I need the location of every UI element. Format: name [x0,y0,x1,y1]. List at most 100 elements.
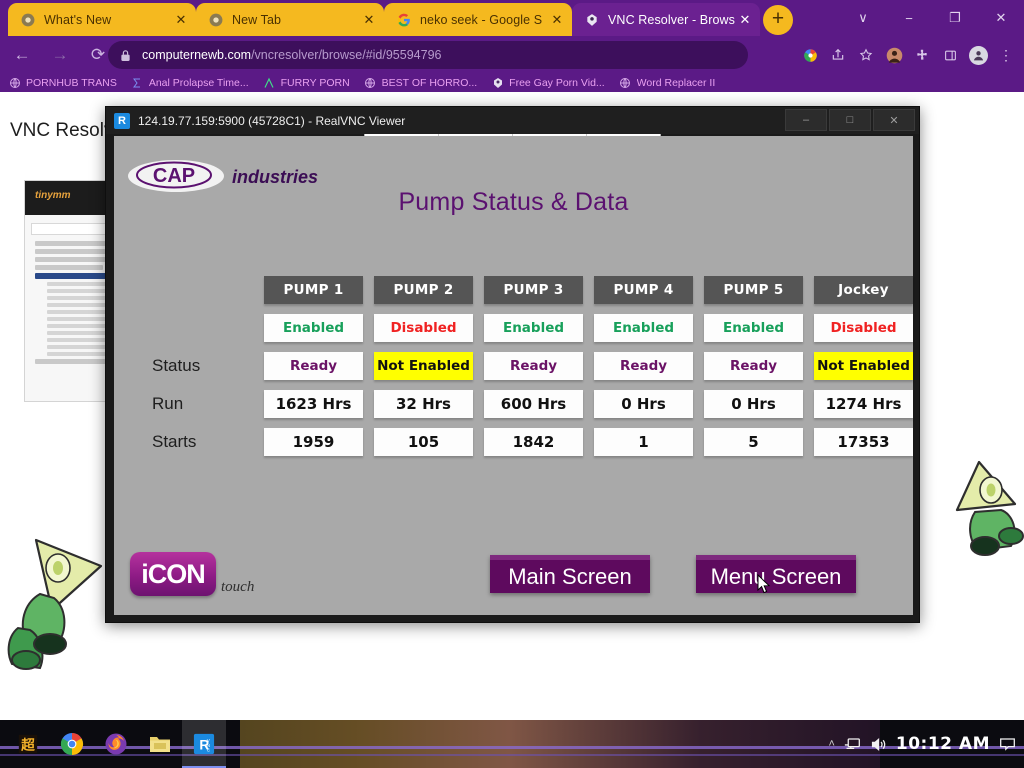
network-icon[interactable] [844,737,861,752]
svg-text:R: R [199,738,209,753]
maximize-icon[interactable]: ❐ [949,10,961,25]
notification-icon[interactable] [999,737,1016,752]
vnc-title-bar[interactable]: R 124.19.77.159:5900 (45728C1) - RealVNC… [106,107,919,134]
enable-cell: Enabled [594,314,693,342]
firefox-icon[interactable] [94,720,138,768]
realvnc-icon: R [114,112,130,129]
chrome-icon[interactable] [50,720,94,768]
google-lens-icon[interactable] [796,40,824,70]
row-label-starts: Starts [152,432,197,451]
bookmark-item[interactable]: FURRY PORN [263,77,350,90]
run-hours-cell: 1623 Hrs [264,390,363,418]
taskbar-clock[interactable]: 10:12 AM [895,734,990,754]
bookmark-item[interactable]: Anal Prolapse Time... [131,77,249,90]
tab-title: New Tab [232,12,282,27]
bookmark-star-icon[interactable] [852,40,880,70]
extensions-icon[interactable] [908,40,936,70]
bookmark-item[interactable]: BEST OF HORRO... [364,77,477,90]
close-icon[interactable]: ✕ [995,10,1007,25]
close-icon[interactable]: ✕ [363,11,375,27]
starts-cell: 1842 [484,428,583,456]
lock-icon [120,49,134,62]
browser-tab-2[interactable]: neko seek - Google S ✕ [384,3,572,36]
pump-column-header[interactable]: PUMP 3 [484,276,583,304]
menu-kebab-icon[interactable]: ⋮ [999,46,1013,63]
address-bar[interactable]: computernewb.com/vncresolver/browse/#id/… [108,41,748,69]
thumbnail-line [35,241,159,246]
tab-search-icon[interactable]: ∨ [858,10,868,25]
sigma-icon [131,77,144,90]
thumbnail-line [35,249,130,254]
bookmark-item[interactable]: Word Replacer II [619,77,716,90]
globe-icon [619,77,632,90]
svg-text:CAP: CAP [153,165,195,187]
bookmark-item[interactable]: PORNHUB TRANS [8,77,117,90]
run-hours-cell: 0 Hrs [594,390,693,418]
browser-tab-3-active[interactable]: VNC Resolver - Brows ✕ [572,3,760,36]
tray-overflow-icon[interactable]: ˄ [828,738,835,750]
file-explorer-icon[interactable] [138,720,182,768]
close-icon[interactable]: ✕ [739,11,751,27]
enable-cell: Disabled [374,314,473,342]
pump-column-header[interactable]: PUMP 1 [264,276,363,304]
cap-industries-logo: CAP industries [126,156,332,196]
thumbnail-line-highlight [35,273,114,279]
decorative-character-left [6,532,111,682]
thumbnail-line [35,359,130,364]
tab-strip: What's New ✕ New Tab ✕ [0,0,1024,36]
close-icon[interactable]: ✕ [551,11,563,27]
hmi-remote-screen[interactable]: CAP industries Pump Status & Data PUMP 1… [114,136,913,615]
svg-text:N: N [207,743,210,748]
vnc-icon [584,12,600,28]
kanji-app-icon[interactable]: 超 [6,720,50,768]
close-icon[interactable]: ✕ [175,11,187,27]
row-label-run: Run [152,394,184,413]
toolbar-right-icons: ⋮ [796,40,1020,70]
pump-column-header[interactable]: PUMP 2 [374,276,473,304]
browser-toolbar: ← → ⟳ computernewb.com/vncresolver/brows… [0,36,1024,74]
icon-logo-text: iCON [141,558,205,589]
maximize-icon[interactable]: □ [829,109,871,131]
account-icon[interactable] [964,40,992,70]
share-icon[interactable] [824,40,852,70]
browser-chrome: What's New ✕ New Tab ✕ [0,0,1024,92]
vnc-icon [491,77,504,90]
new-tab-button[interactable]: + [763,5,793,35]
browser-tab-1[interactable]: New Tab ✕ [196,3,384,36]
menu-screen-button[interactable]: Menu Screen [696,555,856,593]
close-icon[interactable]: ✕ [873,109,915,131]
sidepanel-icon[interactable] [936,40,964,70]
run-hours-cell: 1274 Hrs [814,390,913,418]
starts-cell: 1959 [264,428,363,456]
forward-icon[interactable]: → [51,45,69,64]
back-icon[interactable]: ← [13,45,31,64]
pump-status-row: Status Ready Not Enabled Ready Ready Rea… [114,352,913,380]
pump-starts-row: Starts 1959 105 1842 1 5 17353 [114,428,913,456]
taskbar-stripe [0,754,1024,756]
status-cell: Ready [484,352,583,380]
row-label-status: Status [152,356,201,375]
browser-tab-0[interactable]: What's New ✕ [8,3,196,36]
reload-icon[interactable]: ⟳ [90,45,106,64]
pump-column-header[interactable]: PUMP 4 [594,276,693,304]
main-screen-button[interactable]: Main Screen [490,555,650,593]
starts-cell: 5 [704,428,803,456]
profile-avatar-icon[interactable] [880,40,908,70]
globe-icon [8,77,21,90]
pump-column-header[interactable]: Jockey [814,276,913,304]
status-cell: Ready [704,352,803,380]
pump-data-grid: PUMP 1 PUMP 2 PUMP 3 PUMP 4 PUMP 5 Jocke… [114,276,913,466]
volume-icon[interactable] [870,737,887,752]
tab-title: neko seek - Google S [420,12,543,27]
bookmark-label: Word Replacer II [636,77,716,89]
minimize-icon[interactable]: − [905,10,913,26]
thumbnail-line [35,265,104,270]
bookmark-label: BEST OF HORRO... [381,77,478,89]
minimize-icon[interactable]: – [785,109,827,131]
system-tray: ˄ 10:12 AM [819,720,1016,768]
bookmark-item[interactable]: Free Gay Porn Vid... [491,77,605,90]
pump-column-header[interactable]: PUMP 5 [704,276,803,304]
realvnc-viewer-window[interactable]: R 124.19.77.159:5900 (45728C1) - RealVNC… [105,106,920,623]
